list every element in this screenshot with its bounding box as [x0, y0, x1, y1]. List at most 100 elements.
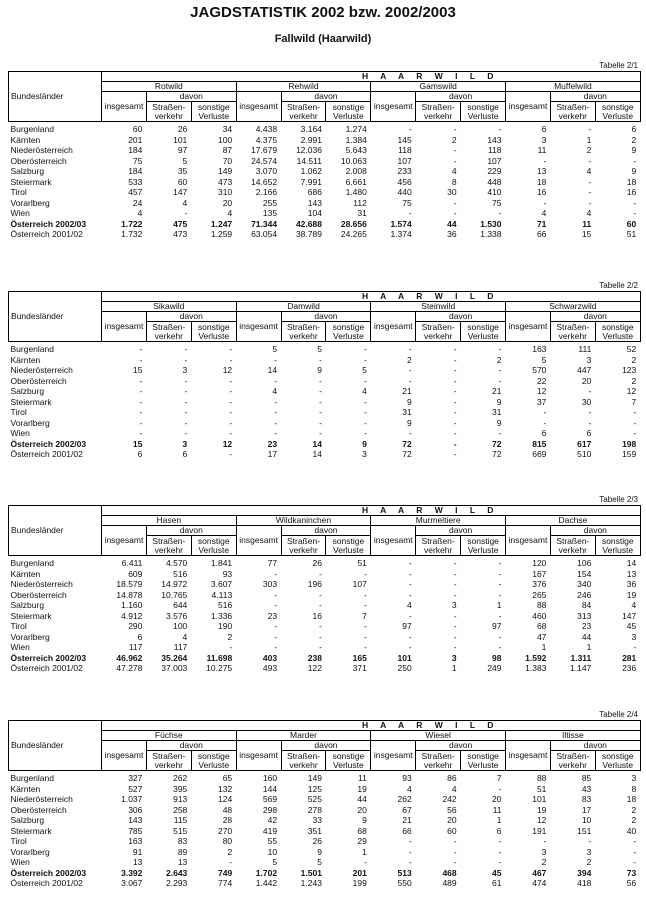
value-cell: 1.062	[300, 166, 322, 176]
value-cell: 88	[536, 600, 547, 610]
insgesamt-header: insgesamt	[235, 311, 282, 342]
table-row: Tirol - - - - - - 31 - 31 - - -	[9, 407, 641, 418]
value-cell: 71	[536, 218, 547, 229]
table-row: Niederösterreich 1.037 913 124 569 525 44 262 24…	[9, 794, 641, 805]
value-cell: 93	[222, 568, 233, 579]
value-cell: 21	[402, 815, 412, 825]
davon-header: davon	[415, 91, 507, 102]
region-name: Steiermark	[10, 176, 52, 187]
value-cell: 20	[492, 794, 502, 804]
value-cell: 6	[541, 124, 547, 134]
value-cell: -	[498, 208, 502, 218]
value-cell: 201	[128, 134, 143, 145]
value-cell: 2	[631, 815, 637, 825]
sonstige-verluste-header: sonstige Verluste	[190, 535, 237, 556]
value-cell: 1.442	[255, 878, 278, 888]
table-label: Tabelle 2/1	[599, 61, 638, 70]
table-row: Tirol 163 83 80 55 26 29 - - - - - -	[9, 836, 641, 847]
value-cell: 306	[128, 804, 143, 815]
value-cell: -	[364, 354, 367, 365]
value-cell: 4.375	[255, 134, 278, 145]
header-line: Straßen-	[421, 101, 455, 112]
value-cell: 201	[352, 867, 367, 878]
value-cell: 51	[536, 783, 547, 794]
value-cell: 250	[397, 663, 412, 673]
strassenverkehr-header: Straßen-verkehr	[145, 321, 192, 342]
table-row: Burgenland - - - 5 5 - - - - 163 111 52	[9, 342, 641, 355]
value-cell: 147	[622, 610, 637, 621]
value-cell: 2	[541, 857, 547, 867]
header-line: sonstige	[332, 321, 365, 332]
value-cell: 100	[173, 621, 188, 631]
value-cell: 73	[626, 867, 637, 878]
table-row: Steiermark 4.912 3.576 1.336 23 16 7 - - - 460 313 1…	[9, 611, 641, 622]
header-line: verkehr	[289, 759, 318, 770]
header-line: Verluste	[333, 110, 364, 121]
value-cell: 19	[626, 589, 637, 600]
value-cell: 303	[262, 579, 278, 589]
value-cell: 20	[357, 804, 367, 815]
region-name: Kärnten	[10, 354, 41, 365]
value-cell: -	[453, 354, 457, 365]
value-cell: -	[364, 396, 367, 407]
region-name: Steiermark	[10, 610, 52, 621]
value-cell: -	[139, 407, 143, 417]
value-cell: -	[453, 428, 457, 438]
value-cell: 9	[631, 166, 637, 176]
region-name: Burgenland	[10, 558, 54, 568]
value-cell: -	[184, 375, 188, 386]
value-cell: -	[453, 449, 457, 459]
insgesamt-header: insgesamt	[235, 91, 282, 122]
value-cell: -	[139, 417, 143, 428]
table-row: Kärnten 527 395 132 144 125 19 4 4 - 51 43 8	[9, 784, 641, 795]
value-cell: 468	[442, 867, 457, 878]
value-cell: 233	[397, 166, 412, 176]
value-cell: -	[453, 631, 457, 642]
value-cell: 75	[132, 155, 143, 166]
value-cell: 85	[581, 773, 592, 783]
species-header: Rehwild	[235, 81, 372, 92]
value-cell: 2.643	[166, 867, 188, 878]
value-cell: 1	[586, 134, 592, 145]
table-row: Wien - - - - - - - - - 6 6 -	[9, 428, 641, 439]
value-cell: 38.789	[295, 229, 322, 239]
value-cell: 3.070	[255, 166, 278, 176]
table-row: Steiermark 785 515 270 419 351 68 66 60 6 191 151 40	[9, 826, 641, 837]
value-cell: -	[319, 600, 322, 610]
header-line: sonstige	[197, 321, 230, 332]
value-cell: 4	[272, 386, 278, 396]
value-cell: 14	[312, 449, 322, 459]
value-cell: 5	[317, 857, 322, 867]
value-cell: 2	[407, 354, 412, 365]
value-cell: -	[453, 857, 457, 867]
strassenverkehr-header: Straßen-verkehr	[549, 321, 596, 342]
sonstige-verluste-header: sonstige Verluste	[325, 101, 372, 122]
value-cell: 473	[217, 176, 233, 187]
value-cell: 1.501	[300, 867, 322, 878]
value-cell: 4	[182, 197, 188, 208]
value-cell: 1.384	[345, 134, 367, 145]
species-header: Hasen	[101, 515, 237, 526]
value-cell: 11	[358, 773, 367, 783]
value-cell: -	[453, 145, 457, 155]
value-cell: 11.698	[206, 652, 233, 663]
value-cell: 1	[496, 815, 502, 825]
strassenverkehr-header: Straßen-verkehr	[549, 535, 596, 556]
header-line: Straßen-	[286, 750, 321, 761]
value-cell: 46.962	[116, 652, 143, 663]
value-cell: 198	[622, 438, 637, 449]
value-cell: -	[139, 428, 143, 438]
value-cell: 1.247	[210, 218, 233, 229]
value-cell: 47.278	[116, 663, 143, 673]
value-cell: 516	[173, 568, 188, 579]
value-cell: 15	[132, 438, 143, 449]
value-cell: 28	[222, 815, 233, 825]
value-cell: 17	[267, 449, 278, 459]
insgesamt-header: insgesamt	[370, 91, 417, 122]
davon-header: davon	[280, 91, 372, 102]
value-cell: 190	[217, 621, 233, 631]
strassenverkehr-header: Straßen-verkehr	[549, 101, 596, 122]
table-row: Salzburg - - - 4 - 4 21 - 21 12 - 12	[9, 386, 641, 397]
value-cell: 14.972	[161, 579, 188, 589]
value-cell: 19	[536, 804, 547, 815]
